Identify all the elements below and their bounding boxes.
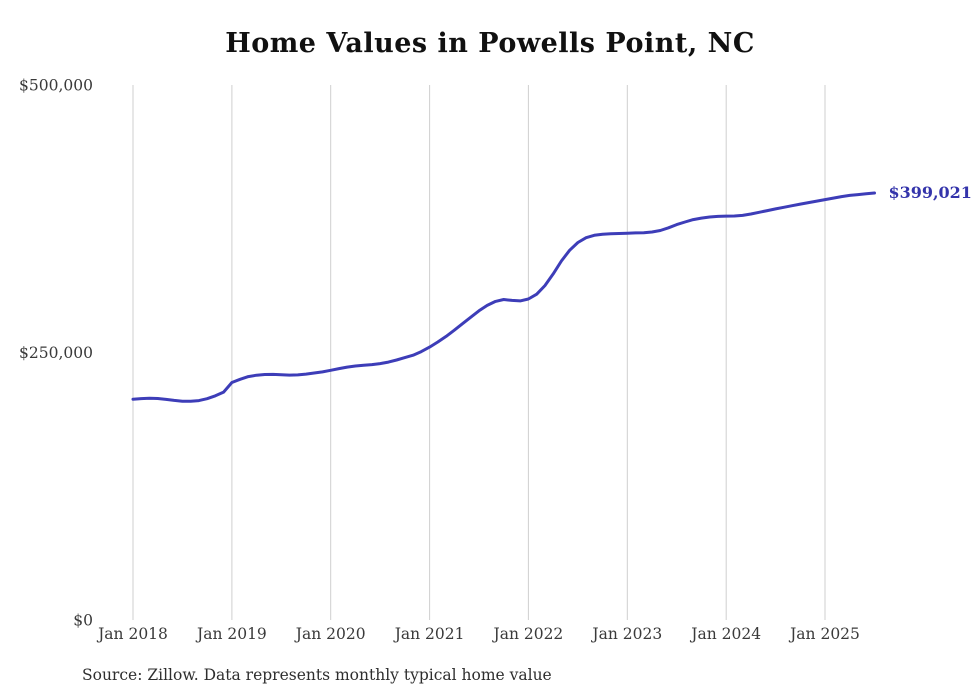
- x-axis-tick-label: Jan 2025: [788, 625, 860, 643]
- chart-title: Home Values in Powells Point, NC: [225, 28, 755, 59]
- x-axis-tick-label: Jan 2024: [689, 625, 761, 643]
- x-axis-tick-label: Jan 2023: [590, 625, 662, 643]
- x-axis-tick-label: Jan 2019: [195, 625, 267, 643]
- y-axis-tick-label: $0: [73, 612, 93, 630]
- x-axis-tick-label: Jan 2021: [393, 625, 465, 643]
- home-value-series-line: [131, 191, 876, 403]
- source-note: Source: Zillow. Data represents monthly …: [82, 666, 552, 684]
- x-axis-tick-label: Jan 2020: [294, 625, 366, 643]
- end-value-label: $399,021: [888, 183, 972, 203]
- y-axis-tick-label: $500,000: [19, 77, 93, 95]
- y-axis-tick-label: $250,000: [19, 344, 93, 362]
- x-axis-tick-label: Jan 2022: [491, 625, 563, 643]
- x-axis-tick-label: Jan 2018: [96, 625, 168, 643]
